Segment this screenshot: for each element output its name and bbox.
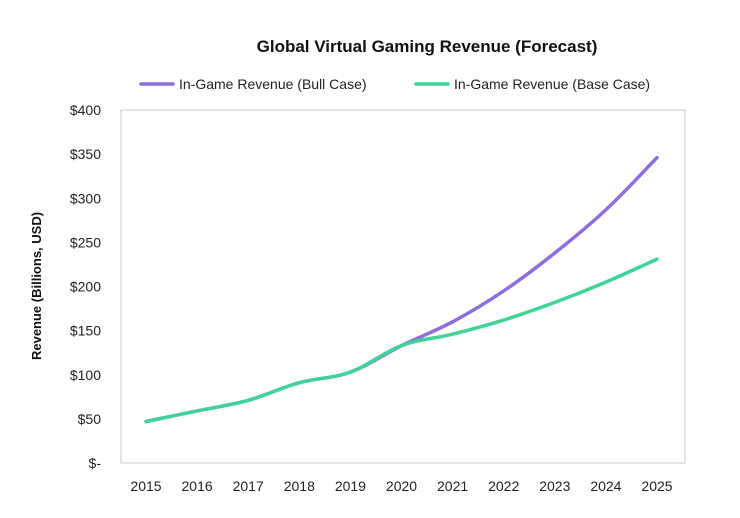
y-tick-label: $- [89,455,102,471]
y-tick-label: $50 [78,411,102,427]
y-tick-label: $200 [70,279,101,295]
legend-label-bull: In-Game Revenue (Bull Case) [179,76,367,92]
y-axis-ticks: $- $50 $100 $150 $200 $250 $300 $350 $400 [70,102,101,471]
x-tick-label: 2017 [233,478,264,494]
series-layer [144,155,659,424]
legend-label-base: In-Game Revenue (Base Case) [454,76,650,92]
series-line-bull-case [144,155,659,424]
x-tick-label: 2015 [130,478,161,494]
legend-item-bull: In-Game Revenue (Bull Case) [139,76,367,92]
chart-title: Global Virtual Gaming Revenue (Forecast) [257,37,598,56]
y-tick-label: $400 [70,102,101,118]
x-tick-label: 2018 [284,478,315,494]
x-axis-ticks: 2015 2016 2017 2018 2019 2020 2021 2022 2023 2024… [130,478,672,494]
legend: In-Game Revenue (Bull Case) In-Game Reve… [139,76,650,92]
y-tick-label: $250 [70,234,101,250]
x-tick-label: 2025 [641,478,672,494]
series-line-base-case [144,257,659,424]
legend-item-base: In-Game Revenue (Base Case) [414,76,650,92]
plot-area-frame [120,109,686,464]
x-tick-label: 2016 [182,478,213,494]
x-tick-label: 2024 [590,478,621,494]
y-tick-label: $150 [70,323,101,339]
x-tick-label: 2020 [386,478,417,494]
x-tick-label: 2019 [335,478,366,494]
x-tick-label: 2022 [488,478,519,494]
y-tick-label: $350 [70,146,101,162]
x-tick-label: 2021 [437,478,468,494]
y-axis-title: Revenue (Billions, USD) [29,212,44,360]
y-tick-label: $300 [70,190,101,206]
y-tick-label: $100 [70,367,101,383]
x-tick-label: 2023 [539,478,570,494]
